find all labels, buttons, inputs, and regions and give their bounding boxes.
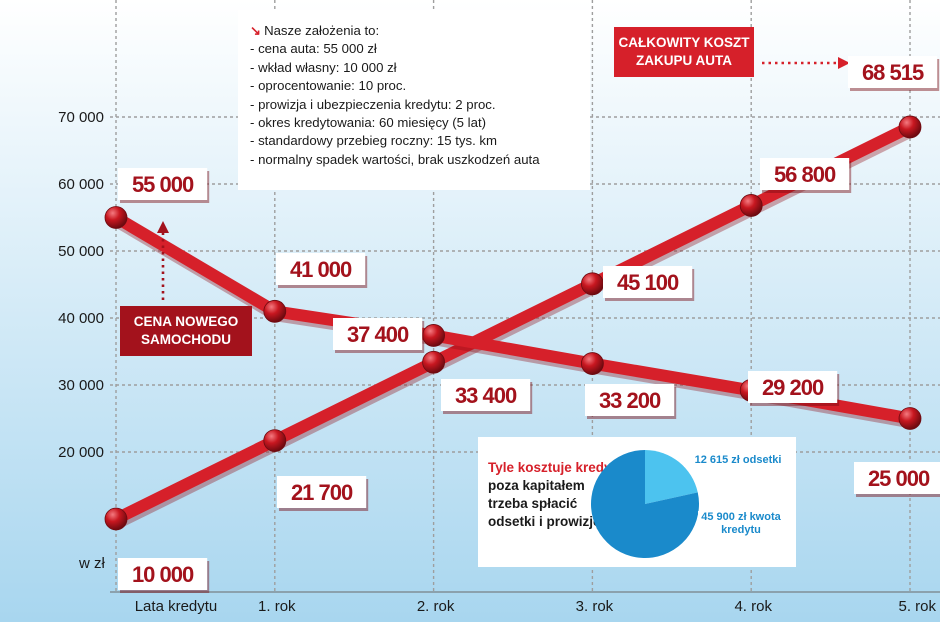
data-label-box	[748, 371, 838, 403]
data-label-box	[854, 462, 940, 494]
data-label: 10 000	[118, 558, 210, 593]
data-label-text: 33 400	[455, 383, 517, 408]
pie-slice-interest	[645, 450, 698, 504]
data-label-box	[118, 168, 208, 200]
data-label-box	[333, 318, 423, 350]
data-label: 33 400	[441, 379, 533, 414]
data-point	[263, 299, 287, 323]
new-car-price-callout: CENA NOWEGO SAMOCHODU	[120, 306, 252, 356]
data-label-text: 33 200	[599, 388, 661, 413]
y-tick-label: 50 000	[58, 243, 104, 260]
data-label: 29 200	[748, 371, 840, 406]
data-label-box	[585, 384, 675, 416]
data-label: 56 800	[760, 158, 852, 193]
arrow-down-right-icon: ↘	[250, 23, 262, 38]
data-label-text: 68 515	[862, 60, 924, 85]
data-label-text: 41 000	[290, 257, 352, 282]
y-tick-label: 30 000	[58, 377, 104, 394]
data-label: 33 200	[585, 384, 677, 419]
credit-cost-text-red: Tyle kosztuje kredyt:	[488, 460, 621, 475]
data-label-box	[276, 253, 366, 285]
pie-label-principal: 45 900 zł kwota kredytu	[698, 511, 784, 537]
assumption-item: prowizja i ubezpieczenia kredytu: 2 proc…	[250, 96, 582, 114]
x-tick-label: 3. rok	[576, 598, 614, 615]
data-point	[422, 350, 446, 374]
credit-cost-text: Tyle kosztuje kredyt: poza kapitałem trz…	[488, 459, 623, 531]
data-label: 45 100	[603, 266, 695, 301]
cost-arrow-head	[838, 57, 850, 69]
pie-slice-principal	[591, 450, 699, 558]
data-point	[898, 407, 922, 430]
new-car-price-callout-line2: SAMOCHODU	[141, 332, 231, 347]
data-label-text: 37 400	[347, 322, 409, 347]
data-label-box	[848, 56, 938, 88]
assumption-item: standardowy przebieg roczny: 15 tys. km	[250, 132, 582, 150]
pie-label-interest: 12 615 zł odsetki	[684, 454, 792, 467]
data-label-box	[760, 158, 850, 190]
assumption-item: okres kredytowania: 60 miesięcy (5 lat)	[250, 114, 582, 132]
data-point	[104, 507, 128, 531]
data-label: 41 000	[276, 253, 368, 288]
x-tick-label: 1. rok	[258, 598, 296, 615]
total-cost-callout: CAŁKOWITY KOSZT ZAKUPU AUTA	[614, 27, 754, 77]
data-label-text: 29 200	[762, 375, 824, 400]
data-label-text: 25 000	[868, 466, 930, 491]
data-label-text: 21 700	[291, 480, 353, 505]
assumptions-box: ↘Nasze założenia to: cena auta: 55 000 z…	[238, 10, 590, 190]
data-label: 68 515	[848, 56, 940, 91]
data-label: 55 000	[118, 168, 210, 203]
x-tick-label: 2. rok	[417, 598, 455, 615]
price-arrow-head	[157, 221, 169, 233]
credit-cost-box: Tyle kosztuje kredyt: poza kapitałem trz…	[478, 437, 796, 567]
total-cost-callout-line1: CAŁKOWITY KOSZT	[618, 35, 750, 50]
data-point	[581, 272, 604, 296]
data-label-box	[118, 558, 208, 590]
x-tick-label: 4. rok	[734, 598, 772, 615]
y-tick-label: 20 000	[58, 444, 104, 461]
y-unit-label: w zł	[78, 555, 106, 572]
data-label-text: 56 800	[774, 162, 836, 187]
callout-arrows	[157, 57, 850, 300]
assumption-item: oprocentowanie: 10 proc.	[250, 77, 582, 95]
data-label-text: 45 100	[617, 270, 679, 295]
data-label: 25 000	[854, 462, 940, 497]
total-cost-callout-line2: ZAKUPU AUTA	[636, 53, 732, 68]
y-tick-label: 40 000	[58, 310, 104, 327]
y-tick-label: 60 000	[58, 176, 104, 193]
y-axis-ticks: 70 000 60 000 50 000 40 000 30 000 20 000	[58, 109, 104, 461]
credit-pie-chart	[591, 450, 699, 558]
x-axis-ticks: Lata kredytu 1. rok 2. rok 3. rok 4. rok 5. r…	[135, 598, 937, 615]
data-label: 21 700	[277, 476, 369, 511]
data-labels: 10 000 21 700 33 400 45 100 56 800 68 515 55 0…	[118, 56, 940, 593]
data-point	[263, 429, 287, 453]
assumption-item: cena auta: 55 000 zł	[250, 40, 582, 58]
data-label-text: 10 000	[132, 562, 194, 587]
data-label-box	[603, 266, 693, 298]
assumption-item: wkład własny: 10 000 zł	[250, 59, 582, 77]
data-point	[898, 115, 922, 139]
data-label-box	[277, 476, 367, 508]
data-point	[104, 206, 128, 229]
x-tick-label: 5. rok	[898, 598, 936, 615]
data-point	[422, 324, 446, 347]
y-tick-label: 70 000	[58, 109, 104, 126]
data-point	[581, 352, 604, 375]
new-car-price-callout-line1: CENA NOWEGO	[133, 314, 239, 329]
data-point	[739, 194, 763, 217]
assumptions-heading-text: Nasze założenia to:	[264, 23, 380, 38]
data-label: 37 400	[333, 318, 425, 353]
assumptions-heading: ↘ Nasze założenia to:	[250, 22, 582, 40]
x-tick-label: Lata kredytu	[135, 598, 218, 615]
data-label-box	[441, 379, 531, 411]
credit-cost-text-black: poza kapitałem trzeba spłacić odsetki i …	[488, 478, 605, 529]
data-points	[104, 115, 922, 531]
assumption-item: normalny spadek wartości, brak uszkodzeń…	[250, 151, 582, 169]
data-label-text: 55 000	[132, 172, 194, 197]
